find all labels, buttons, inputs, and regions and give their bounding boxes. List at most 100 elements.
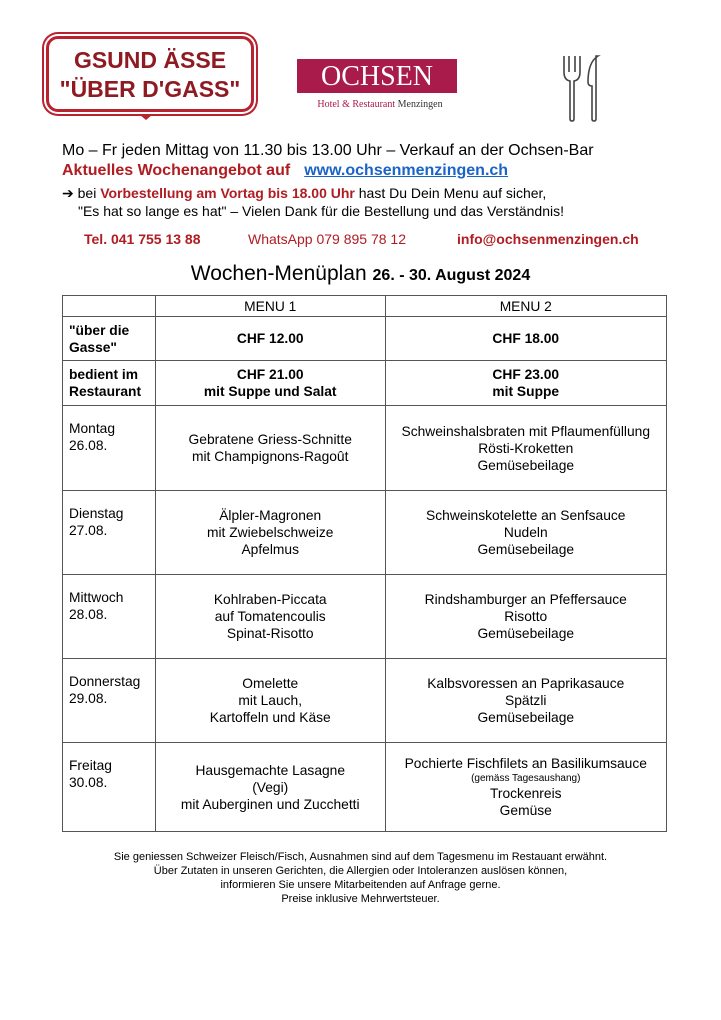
dish-line: Omelette bbox=[242, 676, 299, 691]
footer-line: informieren Sie unsere Mitarbeitenden au… bbox=[220, 879, 501, 891]
website-link[interactable]: www.ochsenmenzingen.ch bbox=[304, 162, 509, 179]
preorder-bold: Vorbestellung am Vortag bis 18.00 Uhr bbox=[100, 185, 355, 201]
day-day: Montag bbox=[69, 421, 116, 436]
day-row: Donnerstag 29.08. Omelette mit Lauch, Kartof… bbox=[62, 658, 668, 743]
dish-line: Schweinshalsbraten mit Pflaumenfüllung bbox=[401, 423, 650, 439]
menu1-dish: Kohlraben-Piccata auf Tomatencoulis Spinat… bbox=[154, 574, 386, 659]
footer-line: Sie geniessen Schweizer Fleisch/Fisch, A… bbox=[113, 851, 608, 863]
badge-line2: "ÜBER D'GASS" bbox=[59, 76, 241, 102]
dish-line: Rindshamburger an Pfeffersauce bbox=[424, 592, 627, 607]
day-cell: Montag 26.08. bbox=[62, 405, 156, 491]
header-menu1: MENU 1 bbox=[154, 295, 386, 317]
dish-line: CHF 12.00 bbox=[236, 331, 304, 346]
day-cell: Dienstag 27.08. bbox=[62, 490, 156, 575]
preorder-line: ➔ bei Vorbestellung am Vortag bis 18.00 … bbox=[62, 185, 546, 202]
dish-line: CHF 21.00 bbox=[236, 367, 304, 382]
dish-line: Kohlraben-Piccata bbox=[213, 592, 327, 607]
preorder-rest: hast Du Dein Menu auf sicher, bbox=[358, 185, 547, 201]
dish-line: Gemüsebeilage bbox=[477, 626, 575, 641]
dish-line: Gemüsebeilage bbox=[477, 542, 575, 557]
menu2-price: CHF 18.00 bbox=[384, 316, 668, 361]
preorder-prefix: bei bbox=[77, 185, 97, 201]
dish-line: Pochierte Fischfilets an Basilikumsauce bbox=[404, 756, 647, 771]
whatsapp-number[interactable]: WhatsApp 079 895 78 12 bbox=[248, 231, 407, 247]
arrow-right-icon: ➔ bbox=[62, 185, 74, 201]
price-label: "über die Gasse" bbox=[62, 316, 156, 361]
title-main: Wochen-Menüplan bbox=[190, 262, 367, 285]
menu1-dish: Älpler-Magronen mit Zwiebelschweize Apfelm… bbox=[154, 490, 386, 575]
day-date: 30.08. bbox=[69, 775, 108, 790]
dish-line: Kalbsvoressen an Paprikasauce bbox=[427, 676, 625, 691]
header-menu2: MENU 2 bbox=[384, 295, 668, 317]
menu1-price: CHF 21.00 mit Suppe und Salat bbox=[154, 360, 386, 406]
dish-line: Apfelmus bbox=[241, 542, 299, 557]
offer-line: Aktuelles Wochenangebot auf www.ochsenmen… bbox=[62, 162, 508, 180]
price-row: bedient im Restaurant CHF 21.00 mit Suppe … bbox=[62, 360, 668, 406]
day-day: Mittwoch bbox=[69, 590, 124, 605]
dish-line: mit Auberginen und Zucchetti bbox=[180, 796, 360, 812]
logo-sub-b: Menzingen bbox=[397, 99, 443, 110]
dish-line: mit Lauch, bbox=[238, 693, 303, 708]
dish-line: Gemüsebeilage bbox=[477, 457, 575, 473]
title-dates: 26. - 30. August 2024 bbox=[372, 267, 531, 284]
price-row: "über die Gasse" CHF 12.00 CHF 18.00 bbox=[62, 316, 668, 361]
dish-line: mit Suppe und Salat bbox=[203, 384, 337, 399]
dish-line: CHF 18.00 bbox=[492, 331, 560, 346]
footer-line: Preise inklusive Mehrwertsteuer. bbox=[281, 893, 440, 905]
header-empty bbox=[62, 295, 156, 317]
dish-line: mit Suppe bbox=[492, 384, 560, 399]
dish-line: Nudeln bbox=[503, 525, 548, 540]
page-title: Wochen-Menüplan 26. - 30. August 2024 bbox=[0, 262, 721, 286]
day-date: 26.08. bbox=[69, 438, 108, 453]
menu1-dish: Gebratene Griess-Schnitte mit Champignons… bbox=[154, 405, 386, 491]
cutlery-icon bbox=[563, 55, 601, 122]
dish-line: Spätzli bbox=[505, 693, 547, 708]
dish-line: Trockenreis bbox=[489, 786, 562, 801]
menu-table: MENU 1 MENU 2 "über die Gasse" CHF 12.00 CH… bbox=[62, 295, 668, 832]
dish-line: Schweinskotelette an Senfsauce bbox=[426, 508, 626, 523]
menu1-dish: Hausgemachte Lasagne (Vegi) mit Auberginen… bbox=[154, 742, 386, 832]
dish-line: auf Tomatencoulis bbox=[214, 609, 326, 624]
dish-line: Hausgemachte Lasagne bbox=[195, 762, 346, 778]
dish-line: Rösti-Kroketten bbox=[478, 440, 574, 456]
menu2-dish: Rindshamburger an Pfeffersauce Risotto Gem… bbox=[384, 574, 668, 659]
phone-number[interactable]: Tel. 041 755 13 88 bbox=[84, 231, 201, 247]
dish-line: Gebratene Griess-Schnitte bbox=[188, 432, 352, 447]
dish-line: Spinat-Risotto bbox=[226, 626, 314, 641]
table-header-row: MENU 1 MENU 2 bbox=[62, 295, 668, 317]
dish-line: (gemäss Tagesaushang) bbox=[471, 773, 581, 784]
day-day: Dienstag bbox=[69, 506, 124, 521]
menu2-dish: Schweinshalsbraten mit Pflaumenfüllung Rö… bbox=[384, 405, 668, 491]
footer: Sie geniessen Schweizer Fleisch/Fisch, A… bbox=[0, 850, 721, 906]
day-row: Mittwoch 28.08. Kohlraben-Piccata auf Tomat… bbox=[62, 574, 668, 659]
dish-line: mit Champignons-Ragoût bbox=[192, 449, 349, 464]
email-link[interactable]: info@ochsenmenzingen.ch bbox=[457, 231, 639, 247]
dish-line: mit Zwiebelschweize bbox=[206, 525, 334, 540]
dish-line: Älpler-Magronen bbox=[219, 508, 322, 523]
day-row: Dienstag 27.08. Älpler-Magronen mit Zwiebel… bbox=[62, 490, 668, 575]
menu1-dish: Omelette mit Lauch, Kartoffeln und Käse bbox=[154, 658, 386, 743]
badge-tail bbox=[134, 110, 158, 120]
day-date: 28.08. bbox=[69, 607, 108, 622]
day-row: Freitag 30.08. Hausgemachte Lasagne (Vegi) m… bbox=[62, 742, 668, 832]
gsund-asse-badge: GSUND ÄSSE "ÜBER D'GASS" bbox=[46, 36, 254, 112]
dish-line: (Vegi) bbox=[252, 779, 289, 795]
dish-line: Gemüsebeilage bbox=[477, 710, 575, 725]
thanks-text: "Es hat so lange es hat" – Vielen Dank f… bbox=[78, 203, 564, 219]
day-day: Donnerstag bbox=[69, 674, 141, 689]
day-date: 27.08. bbox=[69, 523, 108, 538]
contact-row: Tel. 041 755 13 88 WhatsApp 079 895 78 1… bbox=[0, 231, 721, 249]
day-cell: Freitag 30.08. bbox=[62, 742, 156, 832]
ochsen-logo: OCHSEN bbox=[297, 59, 457, 93]
badge-line1: GSUND ÄSSE bbox=[73, 47, 227, 73]
price-label: bedient im Restaurant bbox=[62, 360, 156, 406]
menu2-price: CHF 23.00 mit Suppe bbox=[384, 360, 668, 406]
offer-text: Aktuelles Wochenangebot auf bbox=[62, 162, 291, 179]
footer-line: Über Zutaten in unseren Gerichten, die A… bbox=[153, 865, 568, 877]
dish-line: Gemüse bbox=[499, 803, 552, 818]
menu1-price: CHF 12.00 bbox=[154, 316, 386, 361]
day-day: Freitag bbox=[69, 758, 112, 773]
menu2-dish: Pochierte Fischfilets an Basilikumsauce (… bbox=[384, 742, 668, 832]
menu2-dish: Kalbsvoressen an Paprikasauce Spätzli Gemü… bbox=[384, 658, 668, 743]
dish-line: Kartoffeln und Käse bbox=[209, 710, 331, 725]
